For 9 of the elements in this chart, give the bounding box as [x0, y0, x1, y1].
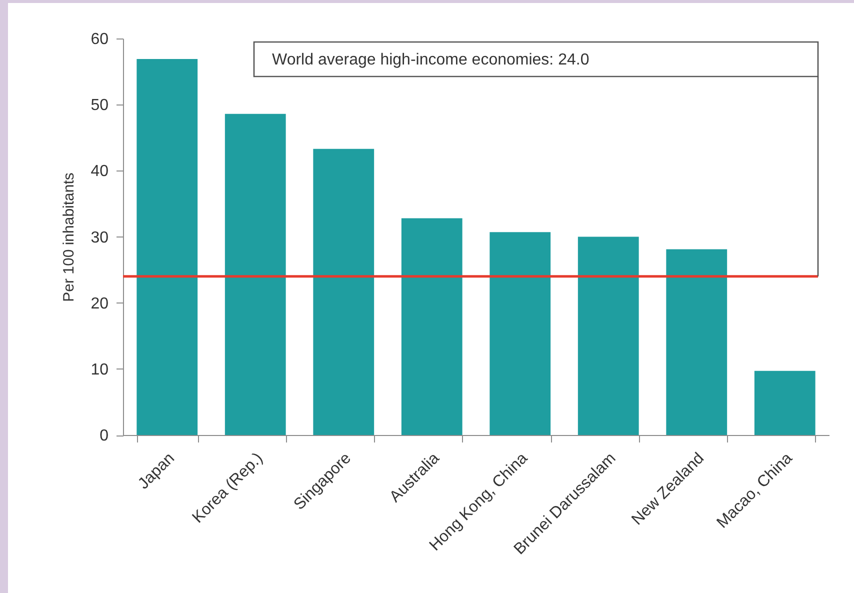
y-tick-label: 40: [90, 163, 109, 180]
y-tick-label: 60: [90, 31, 109, 48]
y-tick-label: 0: [100, 428, 109, 444]
y-tick-label: 10: [90, 361, 109, 378]
y-tick-label: 20: [90, 295, 109, 312]
y-tick-label: 30: [90, 229, 109, 246]
y-axis-title: Per 100 inhabitants: [60, 172, 78, 302]
annotation: World average high-income economies: 24.0: [272, 52, 590, 68]
y-tick-label: 50: [90, 97, 109, 114]
